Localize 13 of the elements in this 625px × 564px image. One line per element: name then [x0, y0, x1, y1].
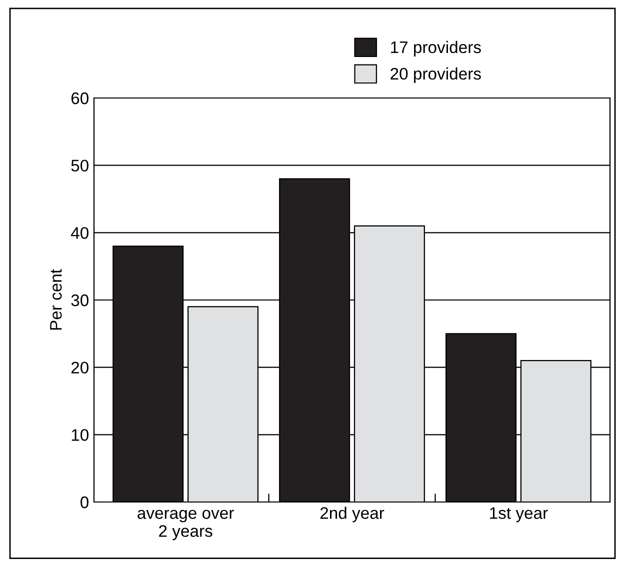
y-tick-label: 10	[72, 429, 88, 441]
x-tick-label: average over 2 years	[138, 510, 234, 540]
y-tick-label: 60	[71, 92, 88, 104]
x-tick-label: 2nd year	[320, 506, 384, 522]
legend-label: 20 providers	[390, 67, 481, 83]
y-tick-label: 40	[70, 227, 88, 239]
y-tick-label: 30	[71, 294, 88, 306]
y-tick-label: 50	[71, 160, 88, 172]
legend-label: 17 providers	[391, 40, 481, 56]
y-axis-title: Per cent	[50, 269, 62, 330]
y-tick-label: 0	[80, 496, 88, 508]
y-tick-label: 20	[71, 362, 88, 374]
x-tick-label: 1st year	[490, 507, 548, 522]
